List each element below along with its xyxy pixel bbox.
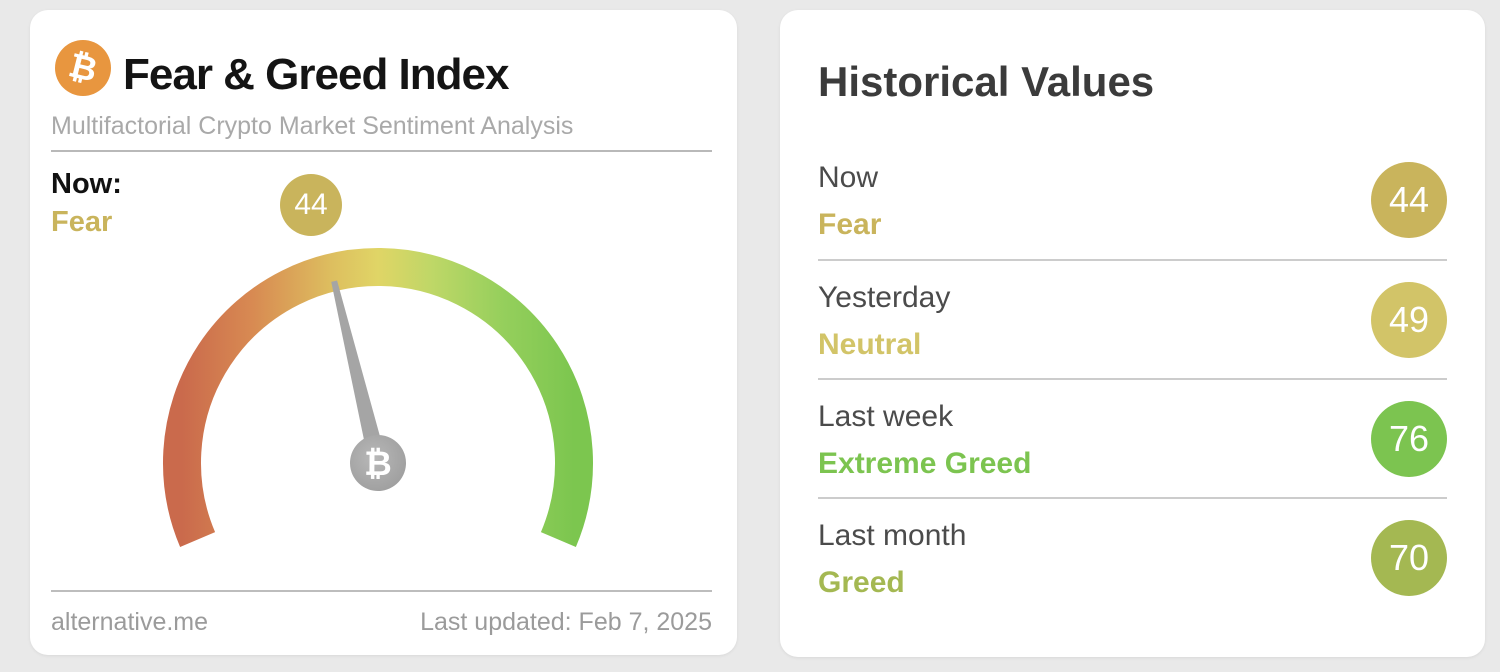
historical-title: Historical Values <box>818 58 1155 105</box>
table-row: Last week Extreme Greed 76 <box>818 378 1447 497</box>
gauge-needle-group: ₿ <box>331 280 406 491</box>
table-row: Now Fear 44 <box>818 140 1447 259</box>
row-classification: Fear <box>818 208 882 241</box>
badge-value: 70 <box>1388 536 1430 578</box>
table-row: Last month Greed 70 <box>818 497 1447 616</box>
badge-value: 44 <box>1388 178 1430 220</box>
value-badge: 49 <box>1371 281 1447 358</box>
current-value: 44 <box>294 188 328 221</box>
gauge-footer: alternative.me Last updated: Feb 7, 2025 <box>51 608 712 637</box>
now-classification: Fear <box>51 206 113 238</box>
source-link[interactable]: alternative.me <box>51 608 209 636</box>
value-badge: 70 <box>1371 519 1447 596</box>
bitcoin-icon: ₿ <box>55 40 111 96</box>
row-classification: Extreme Greed <box>818 447 1032 480</box>
row-label: Now <box>818 161 879 194</box>
row-classification: Neutral <box>818 328 922 361</box>
hub-bitcoin-symbol: ₿ <box>364 445 392 483</box>
table-row: Yesterday Neutral 49 <box>818 259 1447 378</box>
historical-values-card: Historical Values Now Fear 44 Yesterday … <box>780 10 1485 657</box>
gauge-needle <box>331 280 387 466</box>
last-updated-text: Last updated: Feb 7, 2025 <box>420 608 712 636</box>
current-value-badge: 44 <box>280 174 342 236</box>
value-badge: 76 <box>1371 400 1447 477</box>
row-label: Last week <box>818 400 954 433</box>
value-badge: 44 <box>1371 161 1447 238</box>
bitcoin-needle-hub-icon <box>350 435 406 491</box>
bitcoin-symbol: ₿ <box>65 45 102 90</box>
row-label: Last month <box>818 519 967 552</box>
card-title: Fear & Greed Index <box>123 50 509 99</box>
gauge-arc <box>163 248 593 547</box>
badge-value: 76 <box>1388 417 1430 459</box>
gauge-chart: ₿ <box>163 248 593 547</box>
card-subtitle: Multifactorial Crypto Market Sentiment A… <box>51 112 574 140</box>
header-divider <box>51 150 712 152</box>
row-label: Yesterday <box>818 281 951 314</box>
historical-rows: Now Fear 44 Yesterday Neutral 49 Last we… <box>818 140 1447 616</box>
badge-value: 49 <box>1388 298 1430 340</box>
fear-greed-index-card: ₿ Fear & Greed Index Multifactorial Cryp… <box>30 10 737 655</box>
now-label: Now: <box>51 168 122 200</box>
row-classification: Greed <box>818 566 905 599</box>
footer-divider <box>51 590 712 592</box>
